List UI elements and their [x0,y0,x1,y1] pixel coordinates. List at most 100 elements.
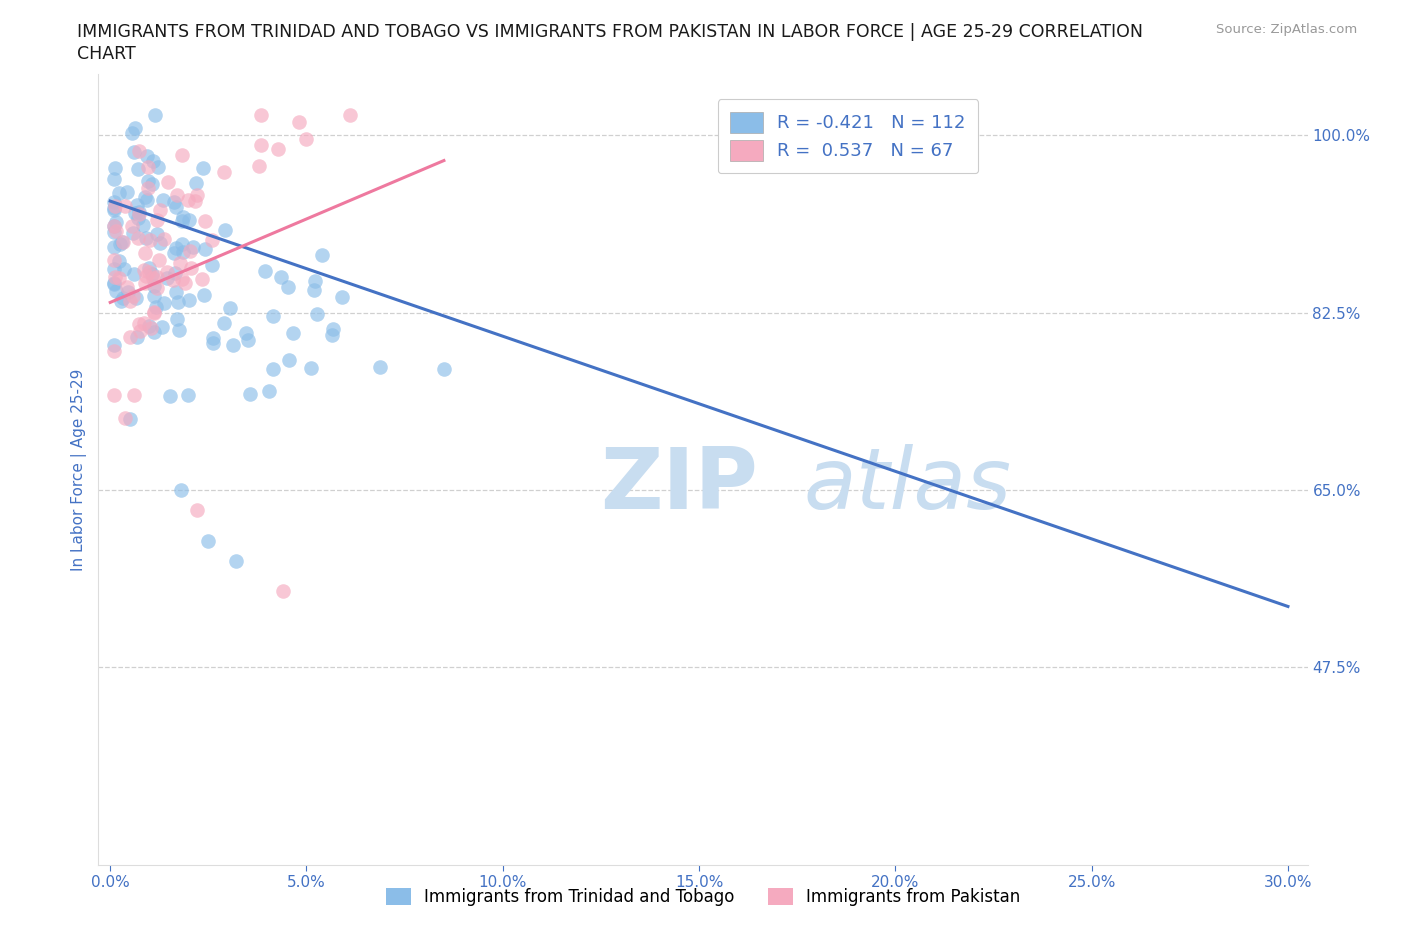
Point [134,246,156,260]
Point [194,242,217,257]
Point [152,193,174,207]
Point [177,213,200,228]
Point [103,225,125,240]
Point [169,256,191,271]
Point [110,293,132,308]
Point [156,175,179,190]
Point [136,160,159,175]
Point [277,352,299,367]
Point [124,144,146,159]
Point [277,280,299,295]
Point [122,289,145,304]
Point [105,223,128,238]
Point [156,271,179,286]
Point [197,533,219,548]
Point [163,194,186,209]
Point [111,234,134,249]
Point [127,231,149,246]
Point [115,184,138,199]
Point [138,318,160,333]
Point [127,161,149,176]
Point [103,172,125,187]
Point [103,240,125,255]
Point [135,231,157,246]
Point [124,206,146,220]
Point [201,232,224,247]
Point [281,326,304,340]
Point [302,283,325,298]
Point [138,264,160,279]
Point [250,138,273,153]
Point [193,288,215,303]
Point [163,265,186,280]
Point [134,276,156,291]
Point [146,226,169,241]
Point [128,206,150,221]
Point [165,200,187,215]
Point [166,312,188,326]
Point [150,320,173,335]
Point [118,329,141,344]
Point [267,141,290,156]
Point [202,330,225,345]
Point [180,260,202,275]
Point [177,293,200,308]
Y-axis label: In Labor Force | Age 25-29: In Labor Force | Age 25-29 [72,368,87,571]
Point [236,333,259,348]
Point [163,246,186,260]
Point [127,329,149,344]
Point [259,383,281,398]
Point [339,108,361,123]
Point [136,149,159,164]
Point [179,244,201,259]
Point [165,241,187,256]
Point [299,360,322,375]
Point [170,237,193,252]
Point [311,247,333,262]
Point [122,388,145,403]
Point [128,144,150,159]
Point [145,281,167,296]
Point [191,272,214,286]
Point [170,272,193,286]
Point [124,121,146,136]
Point [153,296,176,311]
Point [142,271,165,286]
Point [134,190,156,205]
Point [172,210,194,225]
Point [149,235,172,250]
Point [104,269,127,284]
Point [214,165,236,179]
Point [142,306,165,321]
Point [181,240,204,255]
Point [114,410,136,425]
Point [128,316,150,331]
Point [104,198,127,213]
Point [142,154,165,169]
Point [270,270,292,285]
Point [111,290,134,305]
Point [294,131,316,146]
Point [142,304,165,319]
Point [177,193,200,207]
Point [287,114,309,129]
Point [103,276,125,291]
Point [149,203,172,218]
Point [225,553,247,568]
Point [214,222,236,237]
Point [162,272,184,287]
Point [143,279,166,294]
Point [118,412,141,427]
Point [155,265,177,280]
Point [202,335,225,350]
Point [120,294,142,309]
Point [239,387,262,402]
Point [136,193,159,207]
Point [111,234,134,249]
Point [125,198,148,213]
Point [262,361,284,376]
Point [145,270,167,285]
Point [103,388,125,403]
Point [271,584,294,599]
Point [128,205,150,219]
